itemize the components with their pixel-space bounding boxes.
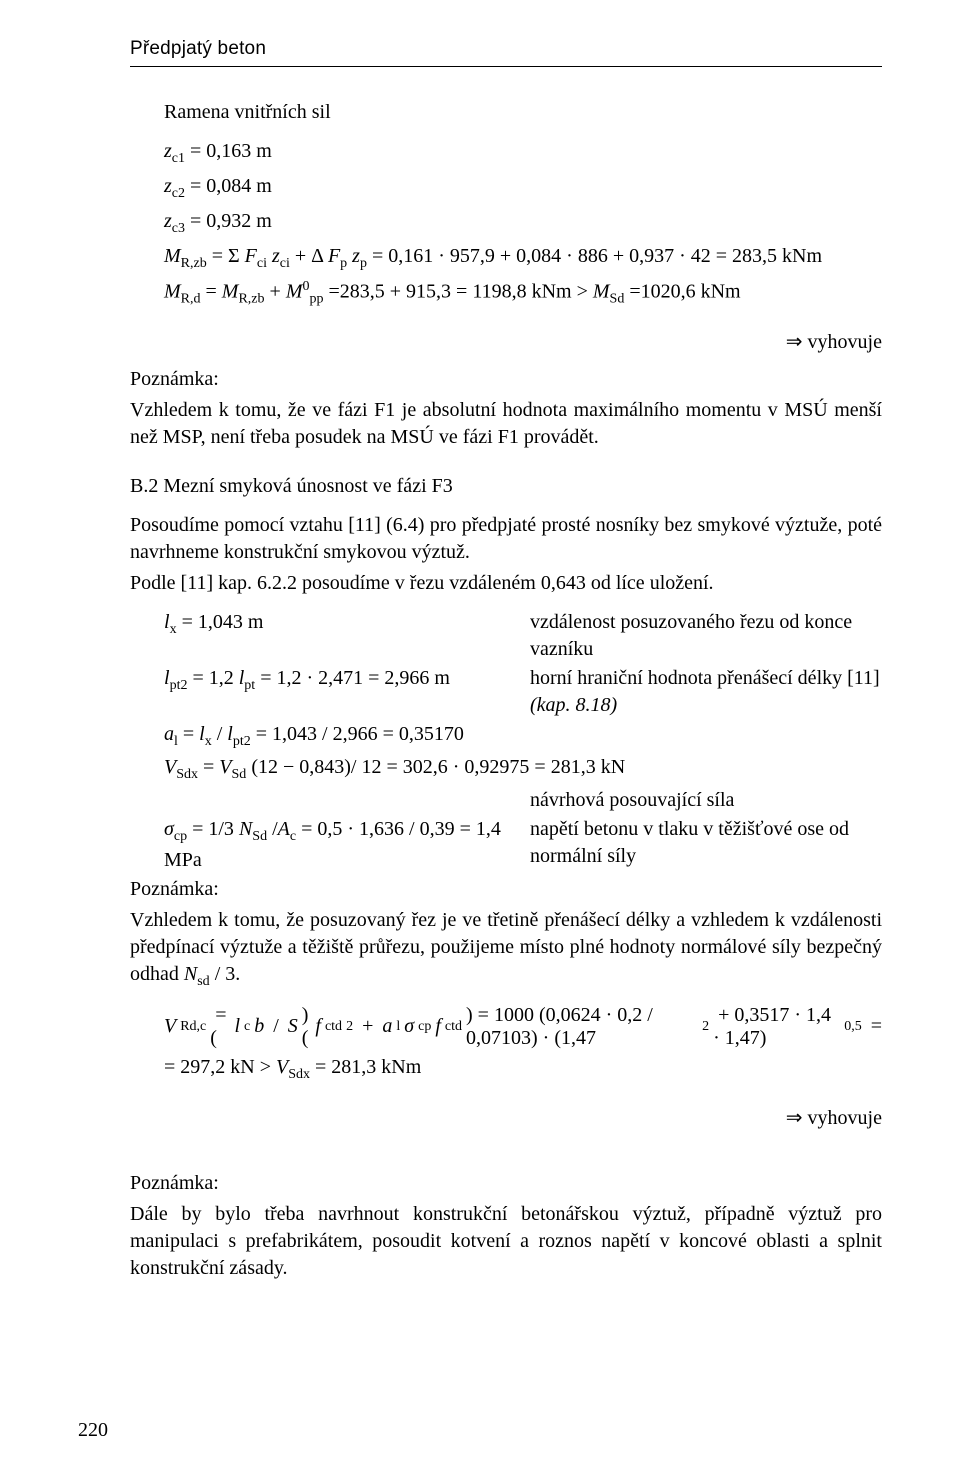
sub: c1 [172,151,185,166]
row-vsdx-desc: návrhová posouvající síla [130,787,882,814]
poznamka-1-text: Vzhledem k tomu, že ve fázi F1 je absolu… [130,397,882,451]
row-lx-right: vzdálenost posuzovaného řezu od konce va… [530,609,882,663]
row-lx-left: lx = 1,043 m [130,609,530,663]
txt: horní hraniční hodnota přenášecí délky [… [530,667,880,689]
row-sigma-right: napětí betonu v tlaku v těžišťové ose od… [530,816,882,874]
rhs: = 0,084 m [185,175,272,197]
row-vsdx-right: návrhová posouvající síla [530,787,882,814]
eq-vrdc-line2: = 297,2 kN > VSdx = 281,3 kNm [130,1054,882,1085]
row-vsdx-left: VSdx = VSd (12 − 0,843)/ 12 = 302,6 · 0,… [130,754,882,785]
row-lpt-left: lpt2 = 1,2 lpt = 1,2 · 2,471 = 2,966 m [130,665,530,719]
poznamka-2-text: Vzhledem k tomu, že posuzovaný řez je ve… [130,907,882,992]
sym: z [164,210,172,232]
page-number: 220 [78,1419,108,1442]
running-head: Předpjatý beton [130,38,882,60]
spacer [130,787,530,814]
row-sigma-left: σcp = 1/3 NSd /Ac = 0,5 · 1,636 / 0,39 =… [130,816,530,874]
row-vsdx: VSdx = VSd (12 − 0,843)/ 12 = 302,6 · 0,… [130,754,882,785]
sym: z [164,175,172,197]
kap-ref: (kap. 8.18) [530,694,617,716]
row-al: al = lx / lpt2 = 1,043 / 2,966 = 0,35170 [130,721,882,752]
result-vyhovuje-2: ⇒ vyhovuje [130,1105,882,1130]
poznamka-2-label: Poznámka: [130,876,882,903]
row-lpt-right: horní hraniční hodnota přenášecí délky [… [530,665,882,719]
heading-b2: B.2 Mezní smyková únosnost ve fázi F3 [130,473,882,500]
header-rule [130,66,882,67]
eq-zc3: zc3 = 0,932 m [130,208,882,239]
poznamka-1-label: Poznámka: [130,366,882,393]
sub: c2 [172,186,185,201]
sym: z [164,140,172,162]
eq-zc1: zc1 = 0,163 m [130,138,882,169]
row-lx: lx = 1,043 m vzdálenost posuzovaného řez… [130,609,882,663]
sub: c3 [172,221,185,236]
poznamka-3-text: Dále by bylo třeba navrhnout konstrukční… [130,1201,882,1282]
eq-vrdc-line1: VRd,c = ( lcb / S )( fctd2 + alσcpfctd )… [164,1004,882,1050]
poznamka-3-label: Poznámka: [130,1170,882,1197]
b2-p1: Posoudíme pomocí vztahu [11] (6.4) pro p… [130,512,882,566]
rhs: = 0,163 m [185,140,272,162]
row-sigma: σcp = 1/3 NSd /Ac = 0,5 · 1,636 / 0,39 =… [130,816,882,874]
eq-zc2: zc2 = 0,084 m [130,173,882,204]
result-vyhovuje-1: ⇒ vyhovuje [130,329,882,354]
heading-ramena: Ramena vnitřních sil [130,99,882,126]
b2-p2: Podle [11] kap. 6.2.2 posoudíme v řezu v… [130,570,882,597]
row-al-left: al = lx / lpt2 = 1,043 / 2,966 = 0,35170 [130,721,882,752]
rhs: = 0,932 m [185,210,272,232]
eq-mrzb: MR,zb = Σ Fci zci + Δ Fp zp = 0,161 · 95… [130,243,882,274]
eq-mrd: MR,d = MR,zb + M0pp =283,5 + 915,3 = 119… [130,278,882,310]
row-lpt: lpt2 = 1,2 lpt = 1,2 · 2,471 = 2,966 m h… [130,665,882,719]
